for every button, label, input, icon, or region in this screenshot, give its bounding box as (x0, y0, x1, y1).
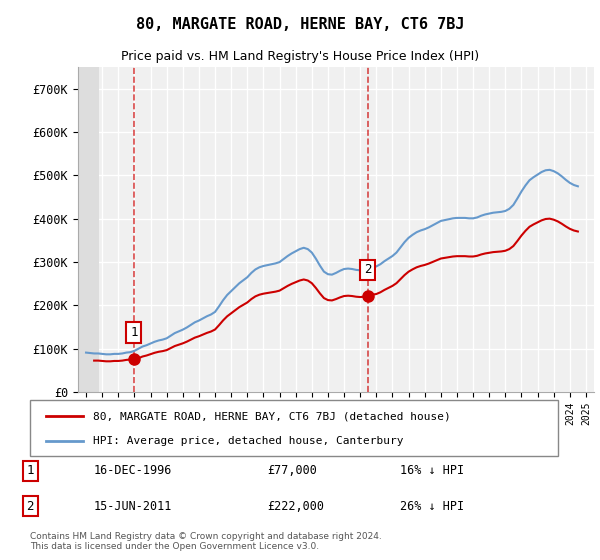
Text: £222,000: £222,000 (268, 500, 325, 513)
Text: 16-DEC-1996: 16-DEC-1996 (94, 464, 172, 478)
Text: 26% ↓ HPI: 26% ↓ HPI (400, 500, 464, 513)
FancyBboxPatch shape (30, 400, 558, 456)
Text: 2: 2 (26, 500, 34, 513)
Text: 80, MARGATE ROAD, HERNE BAY, CT6 7BJ: 80, MARGATE ROAD, HERNE BAY, CT6 7BJ (136, 17, 464, 32)
Text: 2: 2 (364, 263, 371, 277)
Text: 80, MARGATE ROAD, HERNE BAY, CT6 7BJ (detached house): 80, MARGATE ROAD, HERNE BAY, CT6 7BJ (de… (94, 411, 451, 421)
Text: 16% ↓ HPI: 16% ↓ HPI (400, 464, 464, 478)
Text: Price paid vs. HM Land Registry's House Price Index (HPI): Price paid vs. HM Land Registry's House … (121, 50, 479, 63)
Text: Contains HM Land Registry data © Crown copyright and database right 2024.
This d: Contains HM Land Registry data © Crown c… (30, 532, 382, 552)
Text: 15-JUN-2011: 15-JUN-2011 (94, 500, 172, 513)
Text: HPI: Average price, detached house, Canterbury: HPI: Average price, detached house, Cant… (94, 436, 404, 446)
Text: 1: 1 (130, 326, 137, 339)
Bar (78, 67, 99, 392)
Text: £77,000: £77,000 (268, 464, 317, 478)
Text: 1: 1 (26, 464, 34, 478)
